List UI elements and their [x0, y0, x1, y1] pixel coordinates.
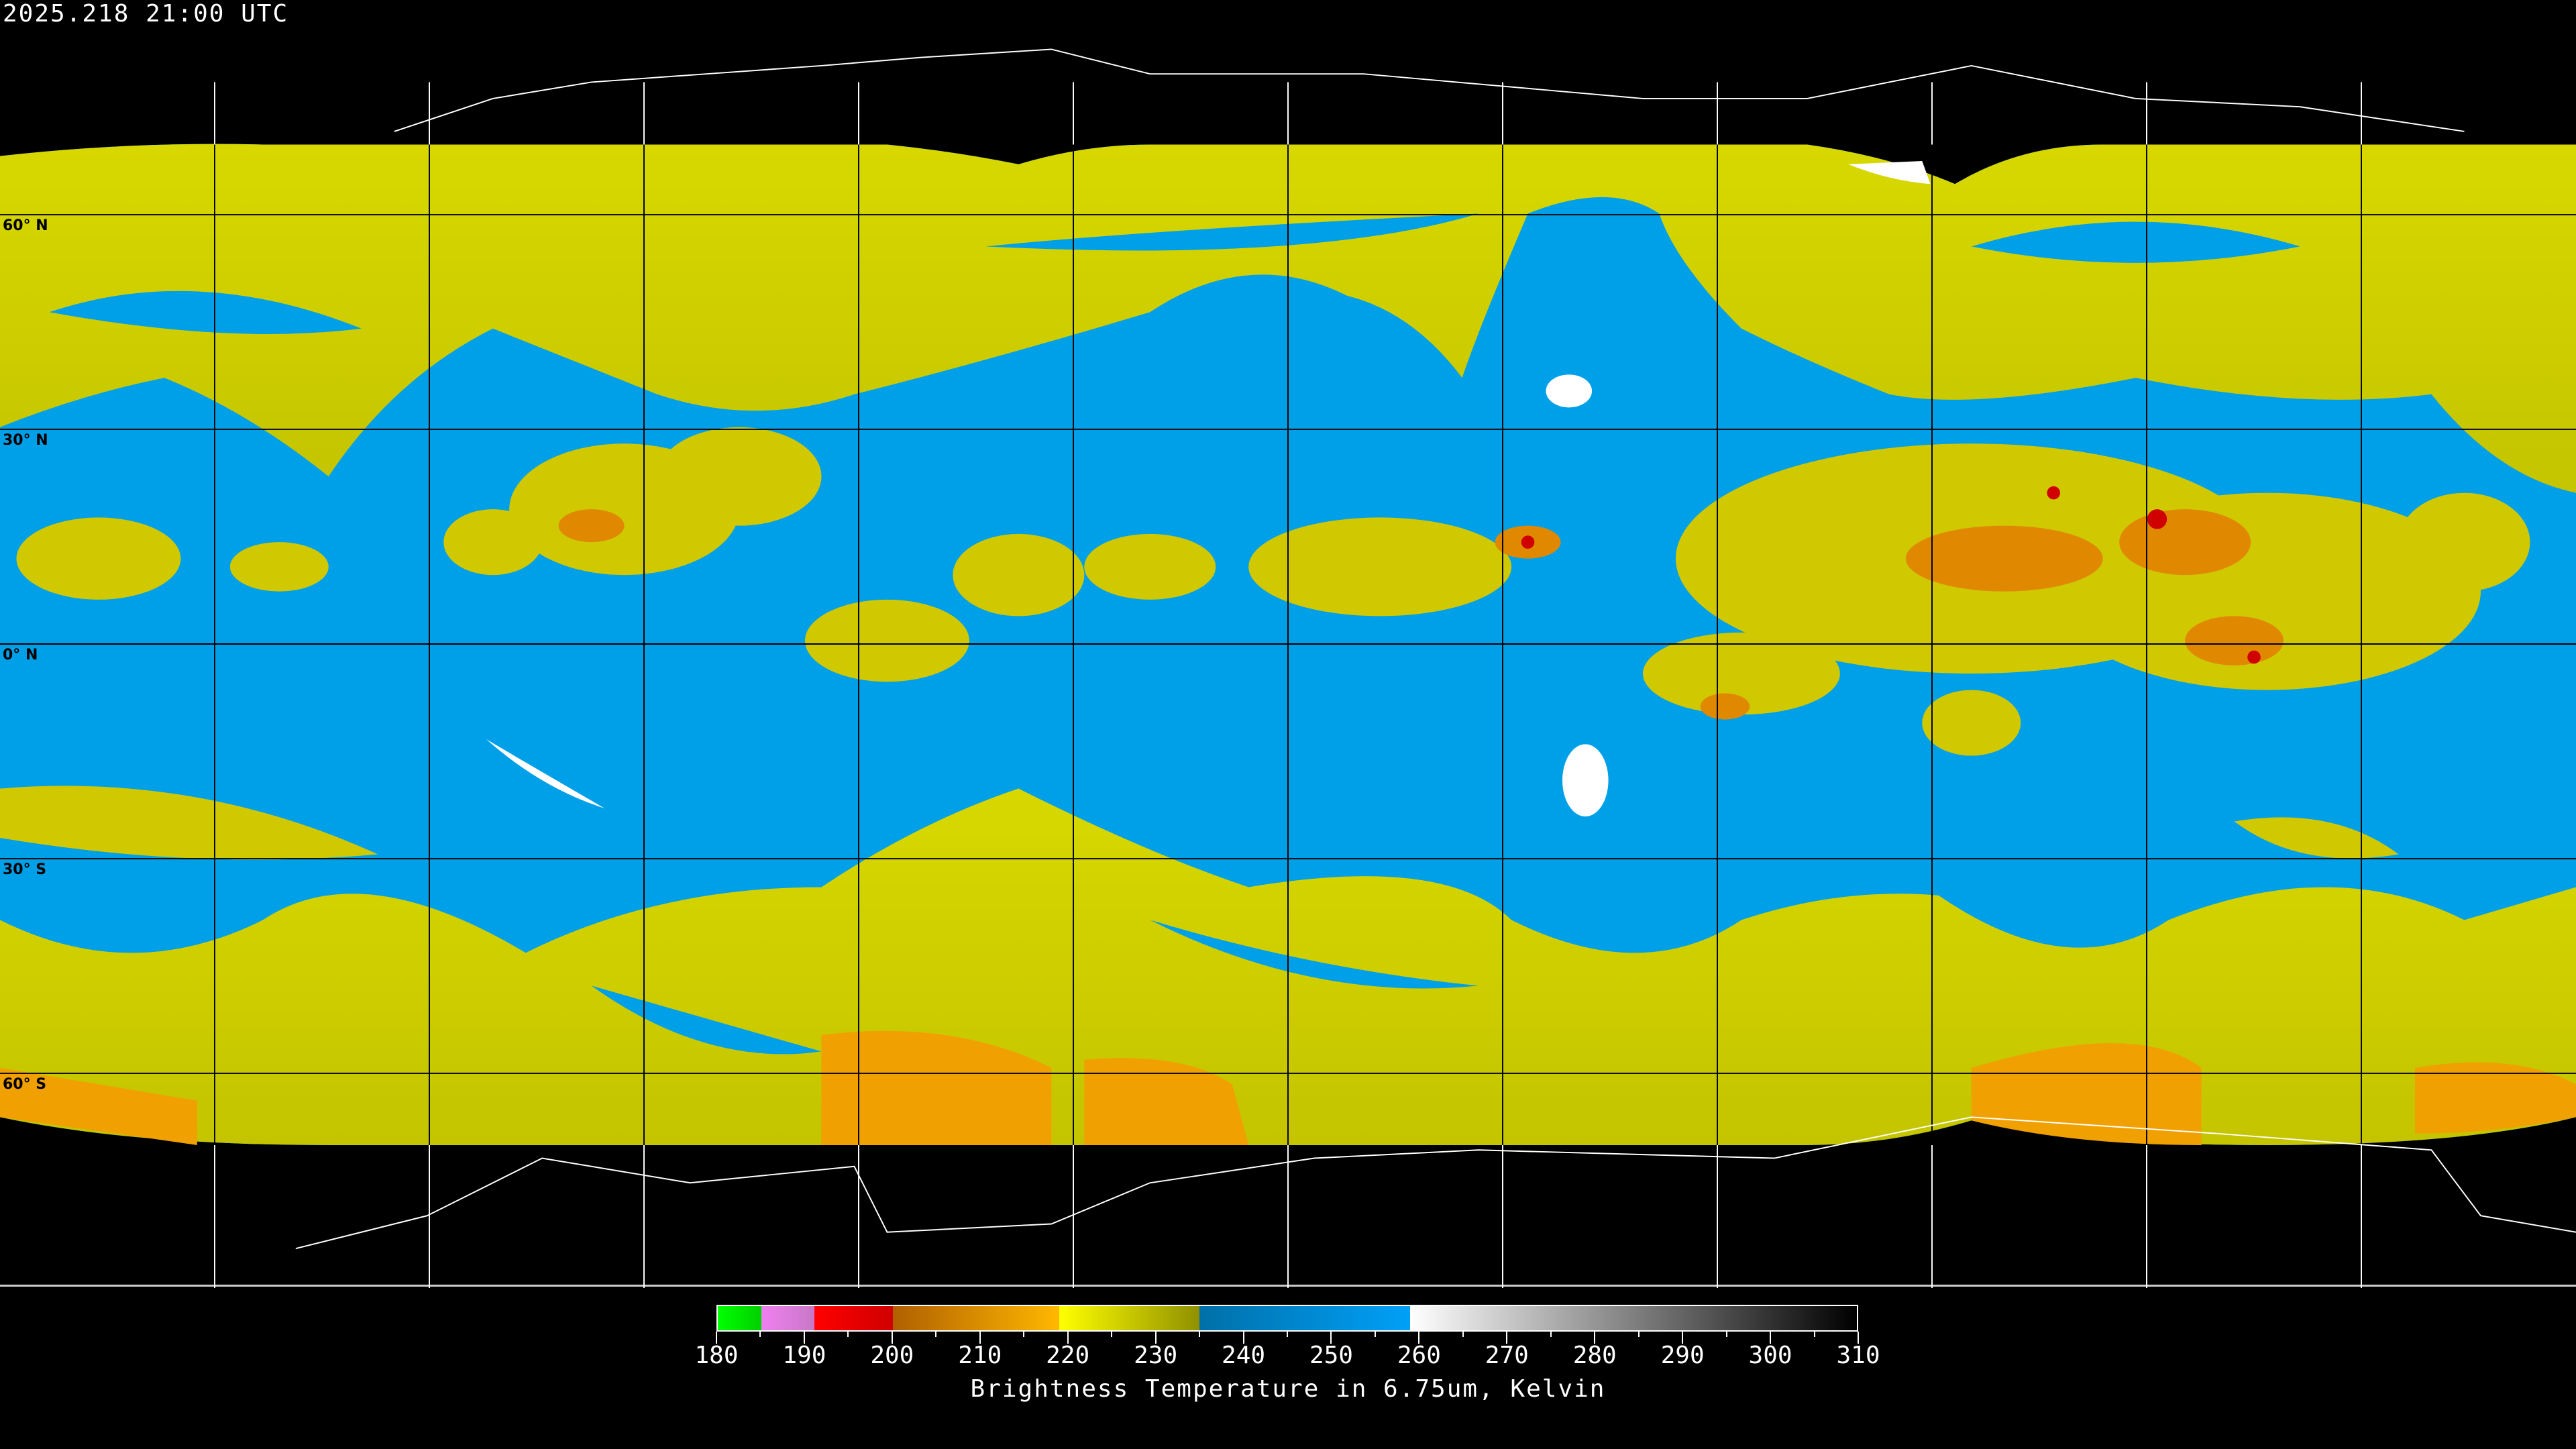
colorbar-tick-label: 310: [1836, 1342, 1880, 1369]
colorbar-tick: [1462, 1332, 1464, 1337]
colorbar-tick: [716, 1332, 717, 1344]
colorbar-tick: [1594, 1332, 1596, 1344]
colorbar-tick-label: 210: [958, 1342, 1002, 1369]
colorbar-tick: [847, 1332, 849, 1337]
colorbar-tick: [891, 1332, 893, 1344]
colorbar-tick: [1330, 1332, 1332, 1344]
colorbar-segment: [1199, 1306, 1410, 1330]
timestamp: 2025.218 21:00 UTC: [3, 0, 289, 28]
colorbar-tick: [1155, 1332, 1157, 1344]
colorbar-tick: [1813, 1332, 1815, 1337]
colorbar-tick-label: 300: [1748, 1342, 1792, 1369]
colorbar-tick: [979, 1332, 981, 1344]
colorbar-tick: [1287, 1332, 1288, 1337]
colorbar-tick: [1111, 1332, 1113, 1337]
colorbar-tick: [1682, 1332, 1684, 1344]
colorbar-title: Brightness Temperature in 6.75um, Kelvin: [970, 1375, 1606, 1403]
colorbar-segment: [1059, 1306, 1200, 1330]
colorbar-tick-label: 270: [1485, 1342, 1529, 1369]
water-vapor-map: [0, 48, 2576, 1288]
colorbar-tick: [1067, 1332, 1069, 1344]
colorbar-tick: [1725, 1332, 1727, 1337]
lat-label-60n: 60° N: [3, 217, 48, 234]
colorbar-tick: [1023, 1332, 1025, 1337]
colorbar-segment: [718, 1306, 762, 1330]
colorbar-tick: [1374, 1332, 1376, 1337]
colorbar-segment: [761, 1306, 814, 1330]
lat-label-30s: 30° S: [3, 861, 47, 878]
lat-label-30n: 30° N: [3, 432, 48, 449]
colorbar-tick: [1638, 1332, 1640, 1337]
colorbar-tick-label: 250: [1309, 1342, 1353, 1369]
colorbar: [716, 1305, 1858, 1332]
colorbar-tick-label: 230: [1134, 1342, 1178, 1369]
colorbar-tick: [1418, 1332, 1420, 1344]
colorbar-tick: [935, 1332, 937, 1337]
colorbar-tick-label: 220: [1046, 1342, 1090, 1369]
colorbar-tick-label: 180: [694, 1342, 739, 1369]
lat-label-60s: 60° S: [3, 1076, 47, 1093]
map-border: [0, 1285, 2576, 1287]
colorbar-tick: [1506, 1332, 1508, 1344]
colorbar-tick: [803, 1332, 805, 1344]
lat-label-0n: 0° N: [3, 647, 38, 663]
colorbar-tick-label: 280: [1572, 1342, 1617, 1369]
colorbar-tick: [1770, 1332, 1772, 1344]
colorbar-segment: [893, 1306, 1060, 1330]
colorbar-segment: [1409, 1306, 1857, 1330]
graticule: [0, 82, 2576, 1288]
coastline: [394, 48, 2465, 132]
colorbar-tick: [1550, 1332, 1552, 1337]
colorbar-tick: [1242, 1332, 1244, 1344]
colorbar-tick-label: 190: [782, 1342, 826, 1369]
colorbar-tick: [1858, 1332, 1859, 1344]
colorbar-tick-label: 260: [1397, 1342, 1441, 1369]
colorbar-tick: [1199, 1332, 1201, 1337]
colorbar-tick-label: 200: [870, 1342, 914, 1369]
coastline: [295, 1116, 2576, 1250]
colorbar-tick-label: 240: [1222, 1342, 1266, 1369]
colorbar-tick: [759, 1332, 761, 1337]
colorbar-segment: [814, 1306, 894, 1330]
colorbar-tick-label: 290: [1660, 1342, 1705, 1369]
colorbar-ticks: [716, 1332, 1859, 1345]
cold-southern-edge: [0, 1030, 2576, 1145]
